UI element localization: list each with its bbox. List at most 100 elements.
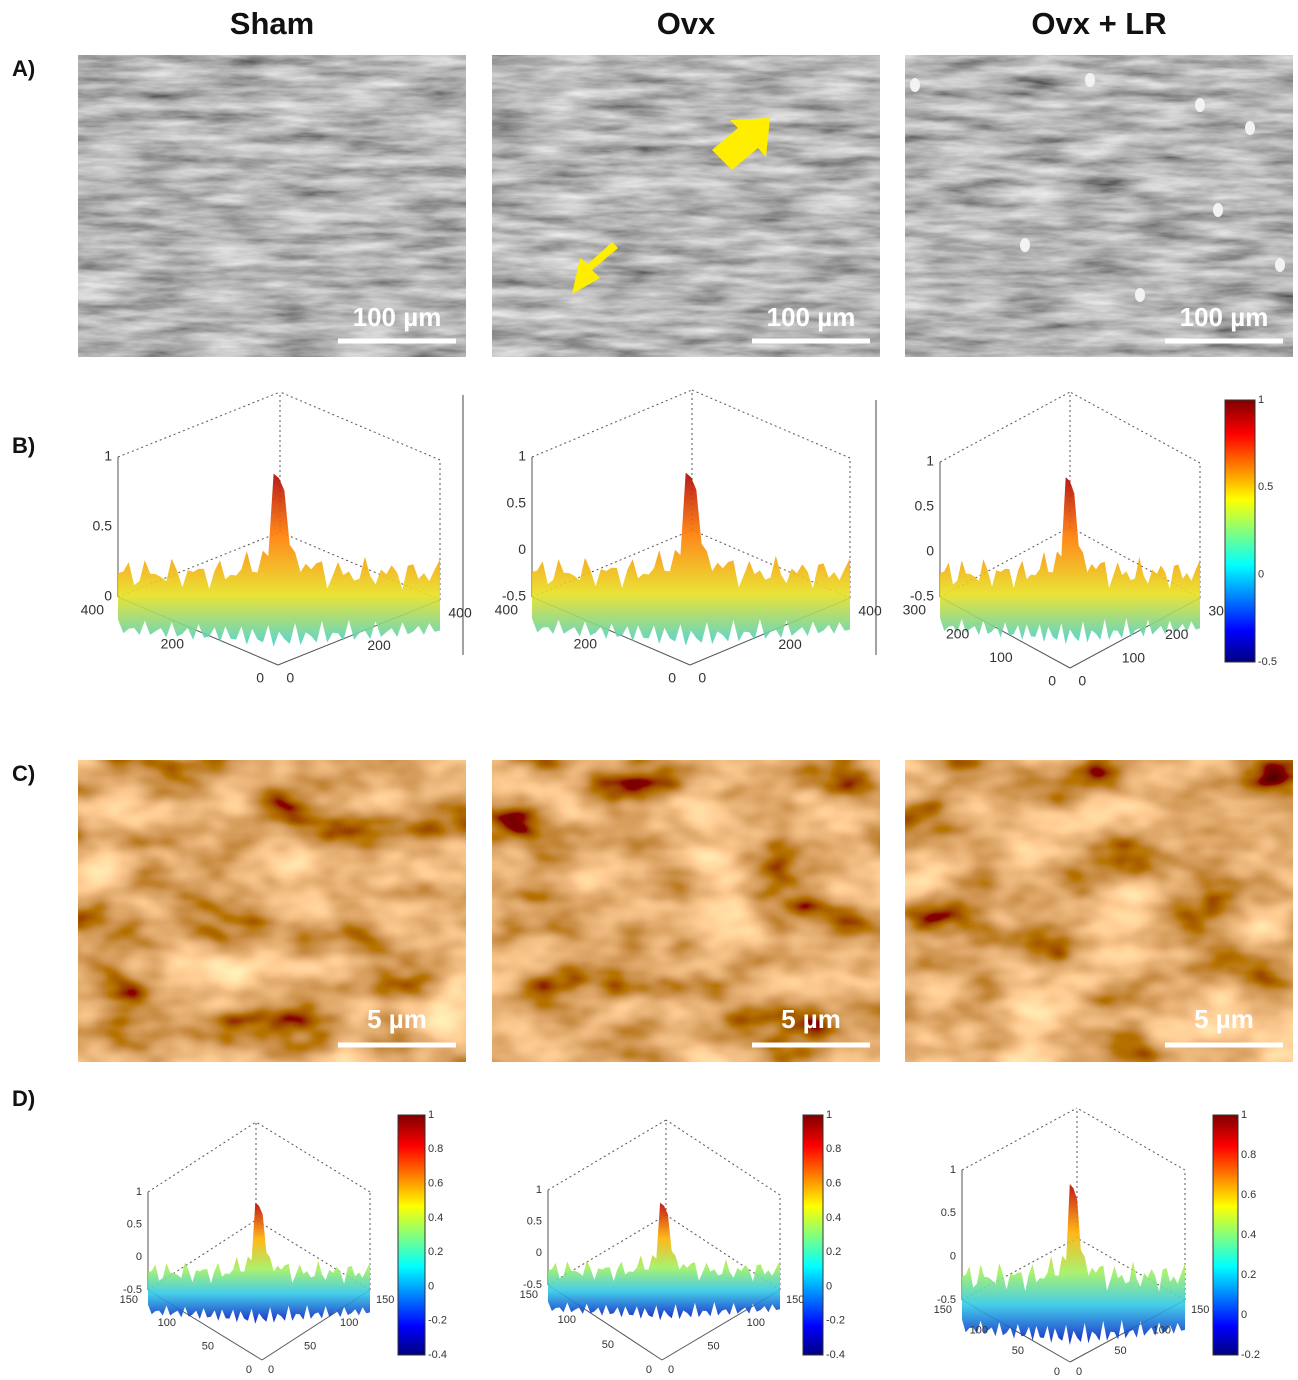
- column-header: Sham: [230, 6, 314, 41]
- x-tick-label: 150: [934, 1304, 952, 1316]
- colorbar-tick-label: 0.2: [1241, 1269, 1256, 1281]
- z-tick-label: 0: [518, 541, 526, 557]
- axis-line: [256, 1122, 370, 1192]
- axis-line: [118, 392, 280, 457]
- scale-bar-label: 100 µm: [353, 302, 442, 332]
- x-tick-label: 150: [520, 1289, 538, 1301]
- z-tick-label: 0.5: [507, 494, 527, 510]
- y-tick-label: 150: [376, 1294, 394, 1306]
- colorbar-tick-label: 0.4: [826, 1212, 841, 1224]
- y-tick-label: 200: [1165, 626, 1189, 642]
- row-label: C): [12, 761, 35, 786]
- particle: [1275, 258, 1285, 272]
- y-tick-label: 0: [1076, 1366, 1082, 1378]
- particle: [1213, 203, 1223, 217]
- y-tick-label: 50: [304, 1341, 316, 1353]
- z-tick-label: 0.5: [93, 518, 113, 534]
- z-tick-label: 0: [950, 1251, 956, 1263]
- y-tick-label: 100: [747, 1317, 765, 1329]
- axis-line: [548, 1120, 666, 1190]
- axis-line: [692, 390, 850, 458]
- surface: [940, 477, 1200, 644]
- colorbar-tick-label: -0.4: [826, 1349, 845, 1361]
- row-label: B): [12, 433, 35, 458]
- colorbar-tick-label: 0.6: [826, 1177, 841, 1189]
- colorbar-tick-label: -0.4: [428, 1349, 447, 1361]
- colorbar-tick-label: 0: [428, 1280, 434, 1292]
- z-tick-label: 1: [926, 453, 934, 469]
- z-tick-label: 0: [926, 543, 934, 559]
- x-tick-label: 50: [602, 1339, 614, 1351]
- x-tick-label: 200: [161, 636, 185, 652]
- y-tick-label: 0: [286, 670, 294, 686]
- colorbar-tick-label: 0.8: [428, 1143, 443, 1155]
- x-tick-label: 50: [202, 1341, 214, 1353]
- z-tick-label: 1: [536, 1184, 542, 1196]
- row-label: A): [12, 56, 35, 81]
- y-tick-label: 200: [367, 637, 391, 653]
- colorbar-tick-label: 0: [826, 1280, 832, 1292]
- y-tick-label: 200: [778, 636, 802, 652]
- x-tick-label: 400: [81, 602, 105, 618]
- y-tick-label: 0: [1078, 673, 1086, 689]
- scale-bar-label: 100 µm: [1180, 302, 1269, 332]
- surface: [532, 473, 850, 646]
- row-label: D): [12, 1086, 35, 1111]
- x-tick-label: 400: [495, 602, 519, 618]
- y-tick-label: 0: [698, 670, 706, 686]
- axis-line: [1070, 392, 1200, 463]
- x-tick-label: 100: [989, 649, 1013, 665]
- y-tick-label: 0: [268, 1364, 274, 1376]
- colorbar-tick-label: -0.2: [826, 1315, 845, 1327]
- colorbar-tick-label: 0.5: [1258, 481, 1273, 493]
- colorbar-tick-label: 0: [1241, 1309, 1247, 1321]
- y-tick-label: 50: [1114, 1345, 1126, 1357]
- colorbar-tick-label: -0.5: [1258, 656, 1277, 668]
- y-tick-label: 150: [1191, 1304, 1209, 1316]
- colorbar: [1213, 1115, 1238, 1355]
- y-tick-label: 150: [786, 1294, 804, 1306]
- colorbar-tick-label: 0.6: [1241, 1189, 1256, 1201]
- surface: [118, 474, 440, 647]
- z-tick-label: 0: [136, 1251, 142, 1263]
- scale-bar-label: 5 µm: [367, 1004, 427, 1034]
- particle: [1135, 288, 1145, 302]
- surface: [148, 1203, 370, 1324]
- axis-line: [148, 1122, 256, 1192]
- colorbar-tick-label: 0: [1258, 569, 1264, 581]
- axis-line: [666, 1120, 780, 1195]
- colorbar-tick-label: -0.2: [1241, 1349, 1260, 1361]
- x-tick-label: 0: [246, 1364, 252, 1376]
- x-tick-label: 100: [970, 1325, 988, 1337]
- colorbar-tick-label: 1: [1258, 394, 1264, 406]
- colorbar-tick-label: 1: [428, 1109, 434, 1121]
- colorbar: [398, 1115, 425, 1355]
- z-tick-label: 0.5: [915, 498, 935, 514]
- colorbar-tick-label: 0.6: [428, 1177, 443, 1189]
- x-tick-label: 200: [946, 625, 970, 641]
- colorbar-tick-label: 0.8: [826, 1143, 841, 1155]
- x-tick-label: 150: [120, 1294, 138, 1306]
- figure: ShamOvxOvx + LRA)B)C)D)100 µm100 µm100 µ…: [0, 0, 1298, 1380]
- colorbar-tick-label: 0.2: [826, 1246, 841, 1258]
- axis-line: [940, 392, 1070, 462]
- x-tick-label: 0: [1054, 1366, 1060, 1378]
- particle: [1020, 238, 1030, 252]
- colorbar-tick-label: -0.2: [428, 1315, 447, 1327]
- y-tick-label: 400: [858, 603, 882, 619]
- scale-bar-label: 100 µm: [767, 302, 856, 332]
- colorbar-tick-label: 0.4: [1241, 1229, 1256, 1241]
- z-tick-label: 1: [518, 448, 526, 464]
- column-header: Ovx: [657, 6, 716, 41]
- colorbar: [803, 1115, 823, 1355]
- x-tick-label: 0: [256, 670, 264, 686]
- x-tick-label: 0: [1048, 673, 1056, 689]
- colorbar-tick-label: 1: [826, 1109, 832, 1121]
- z-tick-label: 1: [104, 448, 112, 464]
- z-tick-label: 0.5: [127, 1219, 142, 1231]
- surface: [962, 1184, 1185, 1345]
- scale-bar-label: 5 µm: [1194, 1004, 1254, 1034]
- y-tick-label: 400: [448, 605, 472, 621]
- axis-line: [962, 1108, 1077, 1170]
- x-tick-label: 300: [903, 602, 927, 618]
